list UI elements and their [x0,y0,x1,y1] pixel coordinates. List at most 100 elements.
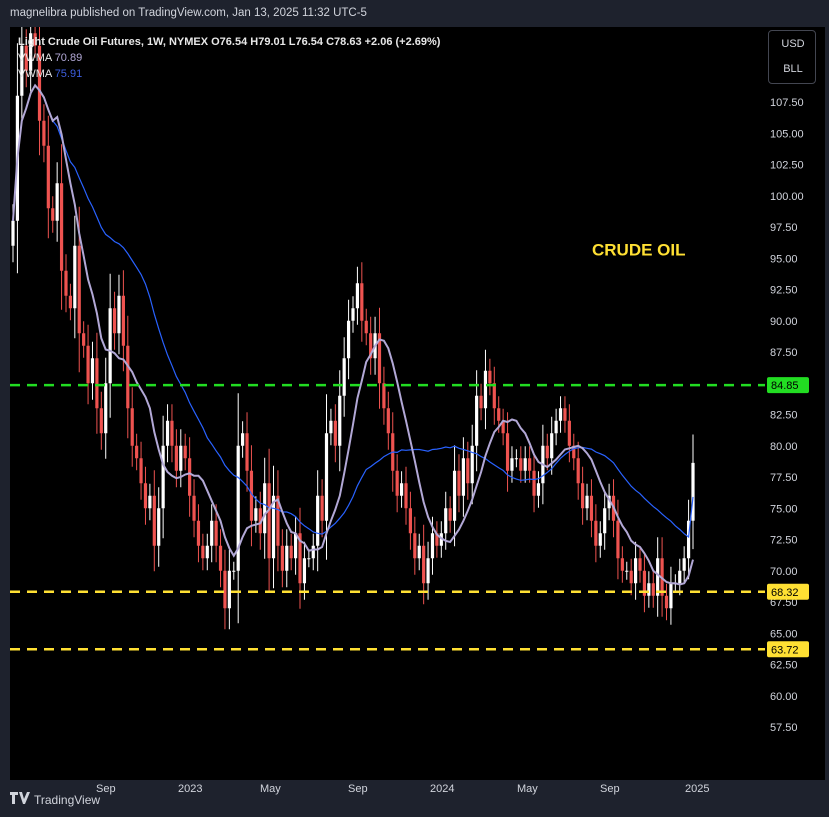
vwma-slow-row[interactable]: VWMA 75.91 [18,66,440,82]
symbol-info[interactable]: Light Crude Oil Futures, 1W, NYMEX O76.5… [18,36,441,48]
candle-body [280,545,284,571]
candle-body [249,470,254,521]
level-label: 68.32 [771,587,799,599]
candle-body [404,483,408,509]
candle-body [355,283,360,309]
candle-body [448,508,452,521]
currency-button[interactable]: USD [781,38,805,50]
footer-brand: TradingView [10,792,100,807]
candle-body [135,445,139,459]
y-tick-label: 102.50 [770,160,804,172]
candle-body [607,495,611,509]
vwma-fast-row[interactable]: VWMA 70.89 [18,50,440,66]
x-tick-label: 2023 [178,783,202,795]
candle-body [408,508,413,534]
candle-body [633,558,638,584]
candle-body [126,345,130,409]
candle-body [510,458,514,471]
candle-body [201,545,205,559]
candle-body [24,45,28,71]
y-tick-label: 95.00 [770,253,798,265]
candle-body [298,533,302,584]
tradingview-logo-icon [10,792,30,807]
candle-body [210,520,214,546]
candle-body [444,508,448,534]
candle-body [161,445,165,509]
candle-body [205,545,209,559]
candle-body [603,508,607,534]
vwma-fast-label: VWMA [18,52,52,64]
y-tick-label: 72.50 [770,535,798,547]
candle-body [629,570,633,584]
candle-body [545,445,549,459]
candle-body [589,495,594,521]
candle-body [285,545,289,571]
candle-body [11,220,15,246]
candle-body [218,545,223,571]
candle-body [594,520,598,546]
candle-body [104,383,108,434]
candle-body [422,545,426,584]
candle-body [232,570,236,572]
candle-body [20,45,24,96]
candle-body [369,333,373,359]
candle-body [647,583,651,596]
vwma-fast-value: 70.89 [54,52,83,64]
candle-body [73,245,77,309]
candle-body [386,408,390,434]
candle-body [130,408,134,446]
candle-body [148,495,152,509]
candle-body [616,520,620,559]
candle-body [492,383,496,409]
candle-body [642,570,647,596]
candle-body [236,445,240,571]
candle-body [95,358,99,409]
candle-body [311,545,315,559]
candle-body [152,495,156,546]
candle-body [82,333,86,346]
vwma-fast-line [12,83,694,586]
candle-body [316,495,320,546]
level-badge [767,377,809,394]
candle-body [625,570,629,572]
candle-body [497,408,501,421]
candle-body [435,533,439,546]
candle-body [55,183,59,221]
axis-button-group [768,30,816,84]
candle-body [112,308,117,334]
y-tick-label: 97.50 [770,222,798,234]
unit-button[interactable]: BLL [783,63,803,75]
candle-body [214,520,218,546]
candle-body [514,458,518,460]
candle-body [139,458,143,484]
candle-body [271,495,276,559]
candle-body [329,420,333,434]
price-axis-svg: 57.50 60.00 62.50 65.00 67.50 70.00 72.50 75.00… [767,97,809,734]
candle-body [550,433,554,459]
y-tick-label: 60.00 [770,691,798,703]
time-axis[interactable]: Sep 2023 May Sep 2024 May Sep 2025 [10,780,765,798]
candle-body [338,395,342,446]
candle-body [143,483,148,509]
y-tick-label: 107.50 [770,97,804,109]
candle-body [254,508,258,521]
y-tick-label: 62.50 [770,660,798,672]
price-axis[interactable]: 57.50 60.00 62.50 65.00 67.50 70.00 72.50 75.00… [765,27,825,780]
x-tick-label: Sep [600,783,620,795]
candle-body [351,308,355,321]
y-tick-label: 75.00 [770,503,798,515]
candle-body [258,508,262,534]
candle-body [117,295,121,334]
y-tick-label: 57.50 [770,722,798,734]
candle-body [307,558,311,560]
candle-body [475,395,479,446]
candle-body [165,420,170,446]
chart-svg[interactable]: CRUDE OIL [10,11,765,780]
vwma-slow-label: VWMA [18,68,52,80]
x-tick-label: Sep [348,783,368,795]
candle-body [241,433,245,446]
candle-body [682,558,686,571]
chart-plot-area[interactable]: CRUDE OIL [10,11,765,780]
y-tick-label: 87.50 [770,347,798,359]
candle-body [638,558,642,571]
